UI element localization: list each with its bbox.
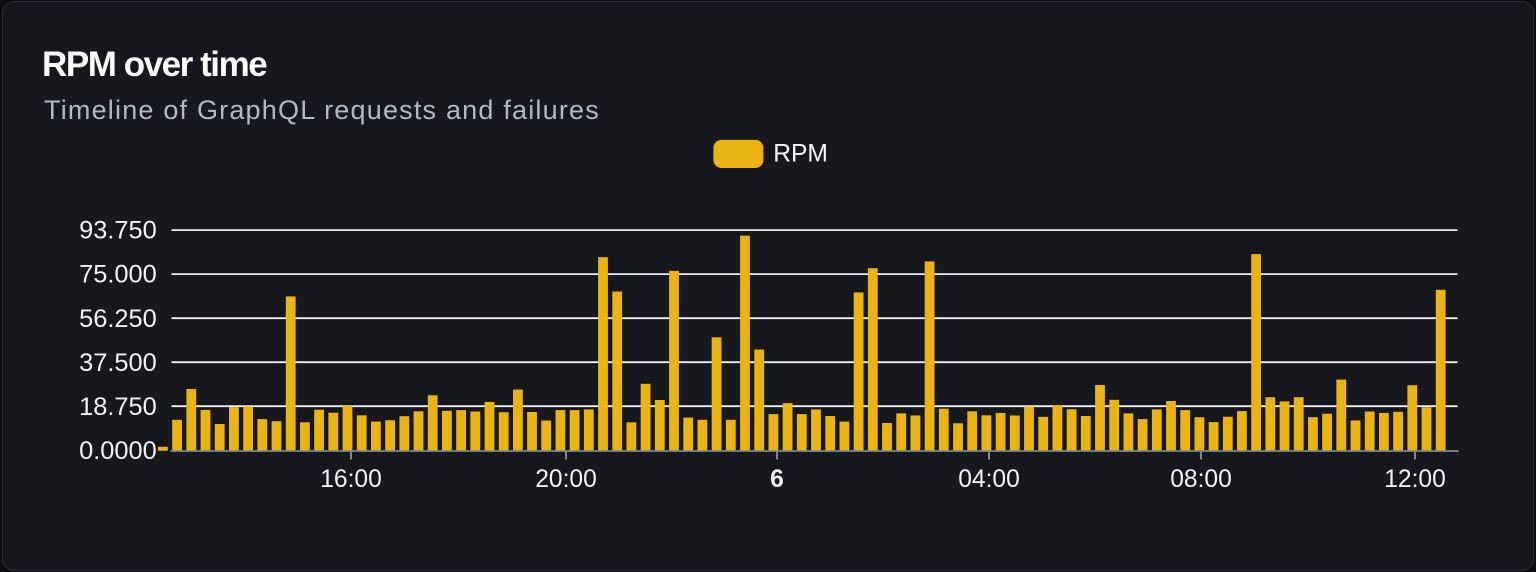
svg-text:0.0000: 0.0000 (79, 437, 157, 465)
svg-text:6: 6 (770, 466, 784, 493)
svg-text:RPM: RPM (773, 140, 828, 167)
svg-text:16:00: 16:00 (320, 466, 382, 493)
svg-text:75.000: 75.000 (79, 261, 157, 289)
svg-text:18.750: 18.750 (79, 393, 157, 421)
svg-text:04:00: 04:00 (958, 466, 1020, 493)
svg-text:20:00: 20:00 (535, 466, 597, 493)
svg-text:93.750: 93.750 (79, 217, 157, 245)
svg-text:08:00: 08:00 (1170, 466, 1232, 493)
svg-text:37.500: 37.500 (79, 349, 157, 377)
svg-text:56.250: 56.250 (79, 305, 157, 333)
svg-text:12:00: 12:00 (1384, 466, 1446, 493)
